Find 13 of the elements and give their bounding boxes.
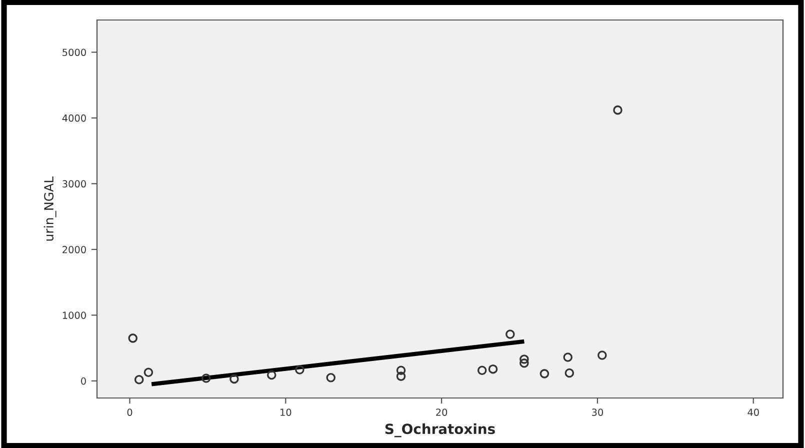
y-tick-label: 1000 [62, 312, 86, 319]
x-tick-label: 30 [592, 408, 604, 416]
x-tick-label: 40 [748, 408, 759, 416]
y-tick-label: 3000 [62, 180, 86, 188]
y-tick-label: 5000 [62, 48, 86, 56]
y-axis-title: urin_NGAL [44, 176, 56, 241]
y-tick-label: 0 [81, 377, 86, 385]
x-tick-label: 20 [436, 408, 448, 416]
x-tick-label: 0 [127, 408, 132, 416]
x-axis-title: S_Ochratoxins [385, 423, 495, 438]
y-tick-label: 2000 [62, 246, 86, 254]
x-tick-label: 10 [280, 408, 292, 416]
y-tick-label: 4000 [62, 114, 86, 122]
